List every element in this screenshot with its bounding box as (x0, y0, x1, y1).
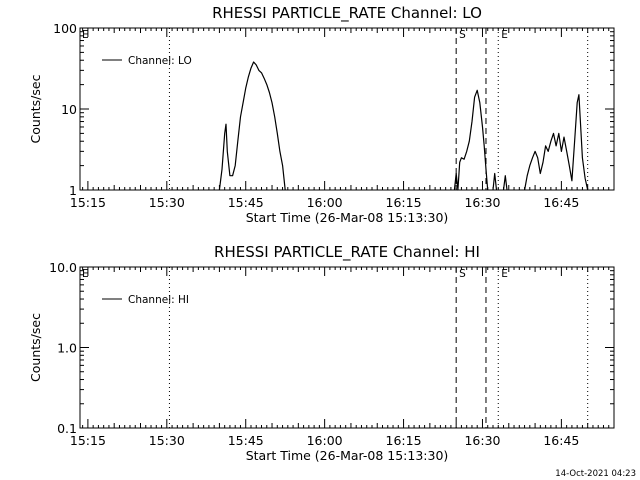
x-tick-label: 16:45 (543, 433, 579, 448)
time-marker-label: S (459, 268, 466, 280)
x-tick-label: 15:45 (228, 433, 264, 448)
y-axis-label: Counts/sec (28, 313, 43, 382)
x-tick-label: 16:15 (386, 195, 422, 210)
time-marker-label: E (501, 29, 508, 41)
y-tick-label: 0.1 (57, 421, 77, 436)
y-axis-label: Counts/sec (28, 74, 43, 143)
y-tick-label: 1.0 (57, 341, 77, 356)
x-tick-label: 16:00 (307, 195, 343, 210)
series-line-segment (524, 94, 589, 191)
x-tick-label: 15:15 (70, 433, 106, 448)
x-tick-label: 16:30 (464, 433, 500, 448)
panels: RHESSI PARTICLE_RATE Channel: LO 1 10 100 15… (28, 4, 615, 463)
x-axis-label: Start Time (26-Mar-08 15:13:30) (246, 448, 449, 463)
chart-panel-lo: RHESSI PARTICLE_RATE Channel: LO 1 10 100 15… (28, 4, 615, 225)
x-tick-label: 15:15 (70, 195, 106, 210)
chart-panel-hi: RHESSI PARTICLE_RATE Channel: HI 0.1 1.0 10… (28, 243, 615, 463)
x-tick-label: 16:45 (543, 195, 579, 210)
y-tick-label: 100 (53, 21, 77, 36)
x-tick-label: 16:30 (464, 195, 500, 210)
chart-title: RHESSI PARTICLE_RATE Channel: LO (212, 4, 482, 23)
series-line-segment (453, 89, 489, 191)
y-tick-label: 10 (61, 102, 77, 117)
time-marker-label: S (459, 29, 466, 41)
legend-label: Channel: HI (128, 294, 189, 306)
x-tick-label: 16:15 (386, 433, 422, 448)
corner-label: E (82, 29, 89, 41)
x-axis-label: Start Time (26-Mar-08 15:13:30) (246, 210, 449, 225)
y-tick-label: 1 (69, 183, 77, 198)
x-tick-label: 15:30 (149, 433, 185, 448)
series-line-segment (218, 61, 286, 191)
y-tick-label: 10.0 (49, 260, 77, 275)
x-tick-label: 15:45 (228, 195, 264, 210)
corner-label: E (82, 268, 89, 280)
legend-label: Channel: LO (128, 55, 192, 67)
x-tick-label: 15:30 (149, 195, 185, 210)
footer-timestamp: 14-Oct-2021 04:23 (555, 469, 636, 479)
x-tick-label: 16:00 (307, 433, 343, 448)
time-marker-label: E (501, 268, 508, 280)
series-line-segment (502, 175, 508, 191)
chart-title: RHESSI PARTICLE_RATE Channel: HI (214, 243, 480, 262)
series-line-segment (492, 172, 498, 191)
